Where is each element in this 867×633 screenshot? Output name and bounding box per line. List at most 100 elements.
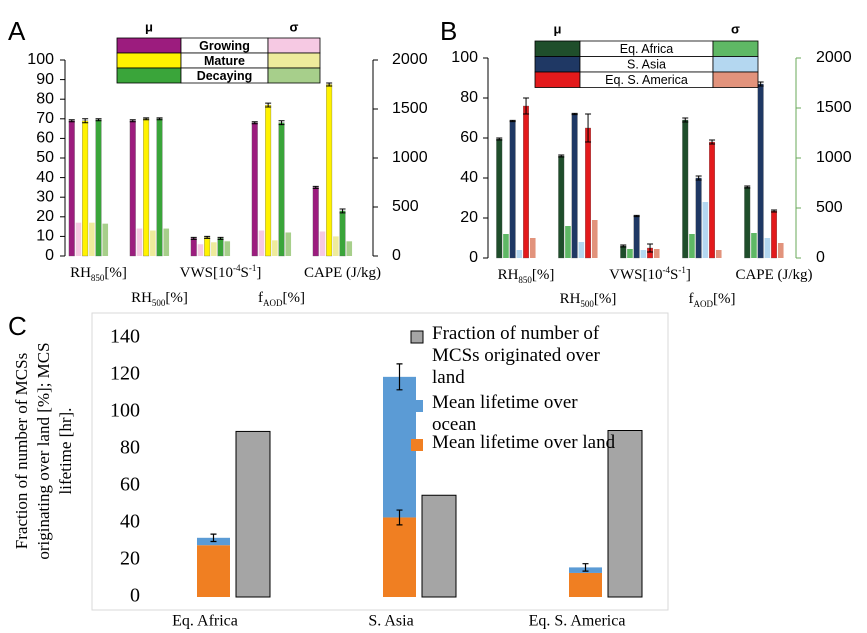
bar-sd bbox=[333, 236, 339, 256]
legend-header: μ bbox=[145, 19, 153, 34]
y2-tick-label: 1500 bbox=[816, 99, 852, 116]
bar-sd bbox=[258, 230, 265, 256]
x-tick-label: fAOD[%] bbox=[689, 291, 736, 309]
bar-sd bbox=[653, 249, 660, 258]
bar-mean bbox=[633, 215, 640, 259]
bar-mean bbox=[523, 105, 529, 259]
x-tick-label-part: [%] bbox=[104, 265, 127, 281]
y-tick-label: 140 bbox=[110, 326, 140, 348]
x-tick-label-sub: 500 bbox=[152, 298, 166, 308]
y2-tick-label: 500 bbox=[816, 199, 843, 216]
legend-swatch bbox=[712, 40, 759, 57]
x-tick-label-part: [%] bbox=[713, 291, 736, 307]
bar-mean bbox=[278, 122, 285, 257]
legend-header: μ bbox=[554, 21, 562, 36]
legend-label: Mean lifetime over land bbox=[432, 432, 616, 453]
x-tick-label: fAOD[%] bbox=[258, 290, 305, 308]
bar-segment bbox=[569, 572, 602, 597]
legend-swatch bbox=[116, 52, 182, 69]
y2-tick-label: 0 bbox=[816, 249, 825, 266]
x-tick-label-sup: -4 bbox=[662, 265, 670, 275]
x-tick-label-sup: -1 bbox=[678, 265, 686, 275]
bar-mean bbox=[326, 84, 333, 257]
x-tick-label: Eq. S. America bbox=[529, 613, 626, 630]
y-tick-label: 100 bbox=[110, 400, 140, 422]
error-bar bbox=[339, 208, 346, 214]
y2-tick-label: 1500 bbox=[392, 100, 428, 117]
error-bar bbox=[210, 533, 217, 543]
bar-mean bbox=[129, 120, 136, 257]
y-tick-label: 0 bbox=[45, 247, 54, 264]
bar-sd bbox=[702, 202, 709, 258]
error-bar bbox=[620, 244, 627, 248]
x-tick-label-part: ] bbox=[686, 267, 691, 283]
bar-sd bbox=[224, 241, 231, 256]
legend-swatch bbox=[534, 56, 581, 73]
legend-label: Mature bbox=[204, 54, 245, 68]
x-tick-label: VWS[10-4S-1] bbox=[609, 265, 691, 283]
bar-segment bbox=[383, 376, 416, 518]
y2-tick-label: 1000 bbox=[392, 149, 428, 166]
x-tick-label-part: CAPE (J/kg) bbox=[735, 267, 812, 283]
y-tick-label: 60 bbox=[120, 474, 140, 496]
bar-mean bbox=[744, 186, 751, 259]
x-tick-label-sub: 500 bbox=[580, 299, 594, 309]
bar-sd bbox=[640, 250, 647, 258]
x-tick-label-part: ] bbox=[256, 265, 261, 281]
x-tick-label-part: [%] bbox=[165, 290, 188, 306]
x-tick-label-sup: -4 bbox=[233, 263, 241, 273]
error-bar bbox=[509, 119, 516, 123]
error-bar bbox=[558, 154, 565, 158]
bar-mean bbox=[558, 155, 565, 259]
x-tick-label: RH850[%] bbox=[70, 265, 127, 283]
y-tick-label: 30 bbox=[36, 188, 54, 205]
x-tick-label-part: [%] bbox=[532, 267, 555, 283]
y-tick-label: 20 bbox=[36, 208, 54, 225]
bar-mean bbox=[571, 113, 578, 259]
error-bar bbox=[82, 118, 89, 124]
bar bbox=[607, 430, 643, 598]
error-bar bbox=[156, 117, 163, 121]
y-tick-label: 40 bbox=[36, 169, 54, 186]
y-tick-label: 90 bbox=[36, 71, 54, 88]
error-bar bbox=[278, 120, 285, 126]
bar-sd bbox=[75, 222, 82, 256]
x-tick-label-part: S bbox=[670, 267, 678, 283]
error-bar bbox=[204, 235, 211, 239]
panel-label: A bbox=[8, 16, 26, 46]
x-tick-label-part: f bbox=[258, 290, 263, 306]
y-tick-label: 70 bbox=[36, 110, 54, 127]
x-tick-label: VWS[10-4S-1] bbox=[180, 263, 262, 281]
bar-sd bbox=[689, 234, 695, 258]
bar-mean bbox=[496, 138, 503, 259]
bar-mean bbox=[217, 238, 224, 257]
bar-sd bbox=[346, 241, 353, 256]
bar-mean bbox=[143, 118, 150, 257]
y2-tick-label: 1000 bbox=[816, 149, 852, 166]
legend-label: Decaying bbox=[197, 69, 253, 83]
legend-swatch bbox=[712, 56, 759, 73]
x-tick-label-part: VWS[10 bbox=[180, 265, 233, 281]
bar bbox=[421, 494, 457, 598]
x-tick-label-part: [%] bbox=[283, 290, 306, 306]
chart-c-border bbox=[91, 312, 669, 611]
panel-label: C bbox=[8, 311, 27, 341]
x-tick-label: S. Asia bbox=[368, 613, 413, 630]
x-tick-label: CAPE (J/kg) bbox=[304, 265, 381, 281]
panel-label: B bbox=[440, 16, 457, 46]
error-bar bbox=[68, 119, 75, 123]
y-tick-label: 20 bbox=[120, 548, 140, 570]
legend-swatch bbox=[534, 40, 581, 57]
x-tick-label: Eq. Africa bbox=[172, 613, 238, 630]
error-bar bbox=[190, 236, 197, 240]
bar-sd bbox=[102, 223, 109, 256]
error-bar bbox=[217, 236, 224, 240]
x-tick-label: RH850[%] bbox=[498, 267, 555, 285]
bar-sd bbox=[715, 250, 722, 258]
bar-sd bbox=[516, 250, 523, 258]
bar-sd bbox=[197, 244, 204, 256]
y2-tick-label: 500 bbox=[392, 198, 419, 215]
legend-swatch bbox=[116, 67, 182, 84]
error-bar bbox=[647, 243, 654, 253]
y-tick-label: 100 bbox=[27, 51, 54, 68]
